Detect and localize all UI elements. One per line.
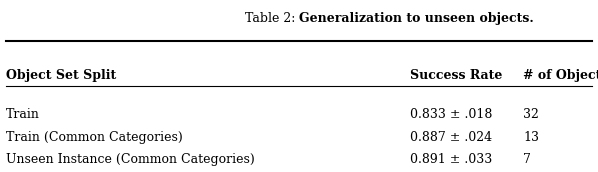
Text: 0.833 ± .018: 0.833 ± .018 bbox=[410, 108, 492, 121]
Text: # of Objects: # of Objects bbox=[523, 69, 598, 82]
Text: 13: 13 bbox=[523, 131, 539, 144]
Text: Train: Train bbox=[6, 108, 40, 121]
Text: 32: 32 bbox=[523, 108, 539, 121]
Text: Table 2:: Table 2: bbox=[245, 12, 299, 25]
Text: 7: 7 bbox=[523, 153, 531, 166]
Text: Generalization to unseen objects.: Generalization to unseen objects. bbox=[299, 12, 534, 25]
Text: Success Rate: Success Rate bbox=[410, 69, 502, 82]
Text: Object Set Split: Object Set Split bbox=[6, 69, 116, 82]
Text: 0.891 ± .033: 0.891 ± .033 bbox=[410, 153, 492, 166]
Text: Unseen Instance (Common Categories): Unseen Instance (Common Categories) bbox=[6, 153, 255, 166]
Text: 0.887 ± .024: 0.887 ± .024 bbox=[410, 131, 492, 144]
Text: Train (Common Categories): Train (Common Categories) bbox=[6, 131, 183, 144]
